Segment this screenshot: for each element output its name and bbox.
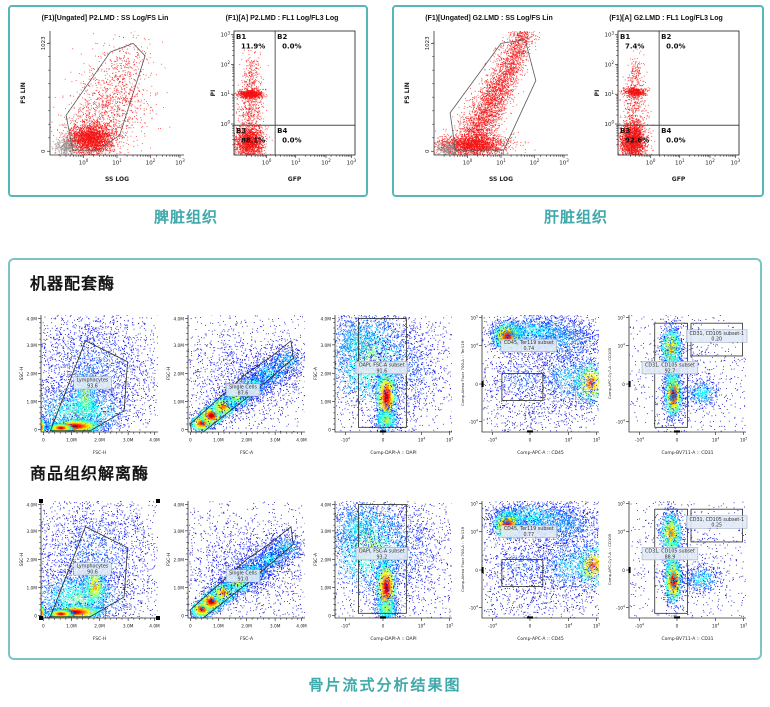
spleen-caption: 脾脏组织	[153, 209, 218, 226]
row2-dapi-subset-plot	[310, 496, 457, 644]
row1-cd45-ter119-plot	[457, 310, 604, 458]
row2-lymphocytes-plot	[16, 496, 163, 644]
liver-panel: (F1)[Ungated] G2.LMD : SS Log/FS Lin (F1…	[392, 5, 764, 197]
row1-plots	[16, 310, 751, 458]
liver-quad-title: (F1)[A] G2.LMD : FL1 Log/FL3 Log	[609, 15, 723, 22]
row2-plots	[16, 496, 751, 644]
liver-ssfs-scatter-canvas	[400, 25, 580, 185]
liver-caption: 肝脏组织	[543, 209, 608, 226]
row2-cd45-ter119-plot	[457, 496, 604, 644]
row1-single-cells-plot	[163, 310, 310, 458]
liver-scatter-title: (F1)[Ungated] G2.LMD : SS Log/FS Lin	[425, 15, 553, 22]
spleen-pi-gfp-quadrant-canvas	[206, 25, 361, 185]
spleen-scatter-title: (F1)[Ungated] P2.LMD : SS Log/FS Lin	[41, 15, 169, 22]
spleen-panel: (F1)[Ungated] P2.LMD : SS Log/FS Lin (F1…	[8, 5, 368, 197]
row1-lymphocytes-plot	[16, 310, 163, 458]
row1-header: 机器配套酶	[30, 276, 116, 293]
row1-dapi-subset-plot	[310, 310, 457, 458]
spleen-quad-title: (F1)[A] P2.LMD : FL1 Log/FL3 Log	[225, 15, 339, 22]
bone-flow-panel: 机器配套酶 商品组织解离酶	[8, 258, 762, 660]
row1-cd31-cd105-plot	[604, 310, 751, 458]
liver-pi-gfp-quadrant-canvas	[590, 25, 745, 185]
row2-cd31-cd105-plot	[604, 496, 751, 644]
figure-caption: 骨片流式分析结果图	[308, 677, 462, 694]
row2-single-cells-plot	[163, 496, 310, 644]
spleen-ssfs-scatter-canvas	[16, 25, 196, 185]
row2-header: 商品组织解离酶	[30, 466, 150, 483]
